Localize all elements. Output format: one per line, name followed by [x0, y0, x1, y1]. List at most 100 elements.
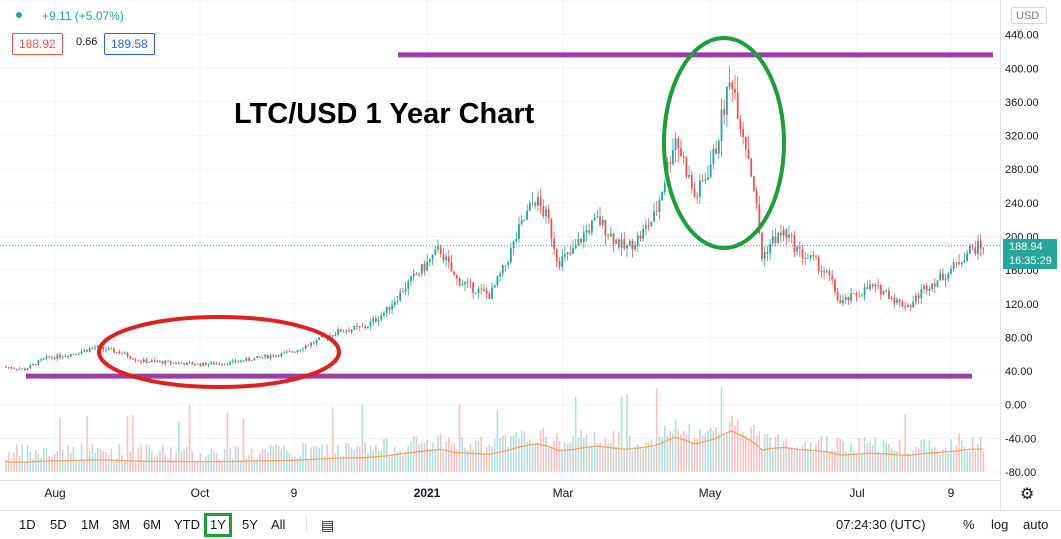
volume-bar	[904, 414, 906, 472]
candle-body	[461, 284, 464, 286]
candle-body	[620, 239, 623, 248]
candle-body	[885, 290, 888, 292]
volume-bar	[888, 443, 890, 472]
timeframe-6m[interactable]: 6M	[143, 517, 162, 532]
candle-body	[59, 354, 61, 358]
volume-bar	[874, 437, 877, 472]
volume-bar	[439, 433, 442, 472]
candle-body	[18, 368, 21, 370]
candle-body	[337, 329, 339, 335]
volume-bar	[469, 443, 472, 472]
volume-bar	[655, 388, 658, 472]
timeframe-all[interactable]: All	[271, 517, 286, 532]
candle-body	[388, 306, 391, 310]
volume-bar	[40, 457, 42, 472]
candle-body	[493, 285, 496, 288]
volume-bar	[858, 437, 860, 472]
candle-body	[88, 348, 91, 352]
timeframe-5d[interactable]: 5D	[50, 517, 67, 532]
volume-bar	[556, 433, 558, 472]
candle-body	[105, 349, 107, 351]
volume-bar	[67, 445, 69, 472]
candle-body	[361, 326, 364, 328]
candle-body	[269, 355, 272, 359]
candle-body	[420, 264, 423, 274]
calendar-range-icon[interactable]: ▤	[321, 517, 335, 533]
volume-bar	[140, 444, 142, 472]
candle-body	[977, 240, 979, 254]
candle-body	[175, 362, 177, 364]
volume-bar	[877, 451, 879, 472]
log-toggle[interactable]: log	[991, 517, 1009, 532]
auto-toggle[interactable]: auto	[1023, 517, 1049, 532]
volume-bar	[610, 442, 612, 472]
volume-bar	[645, 441, 647, 472]
candle-body	[528, 203, 531, 211]
volume-bar	[550, 447, 553, 472]
volume-bar	[188, 405, 191, 472]
currency-select[interactable]: USD ˅	[1011, 7, 1047, 39]
timeframe-3m[interactable]: 3M	[112, 517, 131, 532]
candle-body	[858, 295, 861, 297]
candle-body	[267, 354, 269, 359]
volume-bar	[94, 452, 96, 472]
volume-bar	[45, 448, 48, 472]
candle-body	[915, 295, 917, 302]
volume-bar	[534, 444, 536, 472]
candle-body	[685, 157, 688, 177]
volume-bar	[823, 451, 825, 472]
candle-body	[969, 245, 971, 254]
timeframe-1d[interactable]: 1D	[19, 517, 36, 532]
volume-bar	[755, 435, 758, 472]
volume-bar	[445, 441, 447, 472]
volume-bar	[334, 454, 337, 472]
candle-body	[7, 367, 10, 368]
clock-time[interactable]: 07:24:30 (UTC)	[836, 517, 926, 532]
candle-body	[75, 353, 78, 355]
y-tick-label: 440.00	[1005, 30, 1039, 42]
candle-body	[161, 361, 164, 364]
volume-bar	[164, 454, 167, 472]
timeframe-ytd[interactable]: YTD	[174, 517, 200, 532]
bid-price[interactable]: 188.92	[12, 33, 63, 55]
volume-bar	[377, 450, 380, 472]
y-tick-label: 240.00	[1005, 198, 1039, 210]
ask-price[interactable]: 189.58	[104, 33, 155, 55]
volume-bar	[944, 448, 947, 472]
gear-icon[interactable]: ⚙	[1020, 486, 1035, 503]
candle-body	[123, 352, 126, 354]
timeframe-1m[interactable]: 1M	[81, 517, 100, 532]
candle-body	[134, 359, 137, 361]
candle-body	[771, 236, 774, 244]
volume-bar	[118, 444, 121, 472]
volume-bar	[5, 459, 7, 472]
volume-bar	[126, 416, 129, 472]
volume-bar	[604, 438, 607, 472]
volume-bar	[207, 454, 210, 472]
candle-body	[142, 359, 145, 363]
volume-bar	[623, 449, 626, 472]
volume-bar	[124, 459, 126, 472]
volume-bar	[134, 462, 137, 472]
candle-body	[674, 138, 677, 151]
volume-bar	[145, 444, 148, 472]
candle-body	[407, 281, 410, 289]
candle-body	[699, 180, 701, 197]
candle-body	[631, 240, 634, 250]
candle-body	[836, 291, 839, 301]
volume-bar	[934, 446, 936, 472]
timeframe-1y[interactable]: 1Y	[204, 513, 232, 537]
candle-body	[545, 209, 547, 217]
volume-bar	[275, 444, 277, 472]
candle-body	[712, 148, 715, 165]
y-tick-label: 120.00	[1005, 299, 1039, 311]
volume-bar	[715, 427, 717, 472]
candle-body	[582, 232, 585, 243]
percent-toggle[interactable]: %	[963, 517, 975, 532]
candle-body	[207, 364, 210, 366]
candle-body	[331, 335, 334, 337]
candle-body	[680, 148, 682, 157]
timeframe-5y[interactable]: 5Y	[242, 517, 258, 532]
candle-body	[202, 362, 204, 366]
